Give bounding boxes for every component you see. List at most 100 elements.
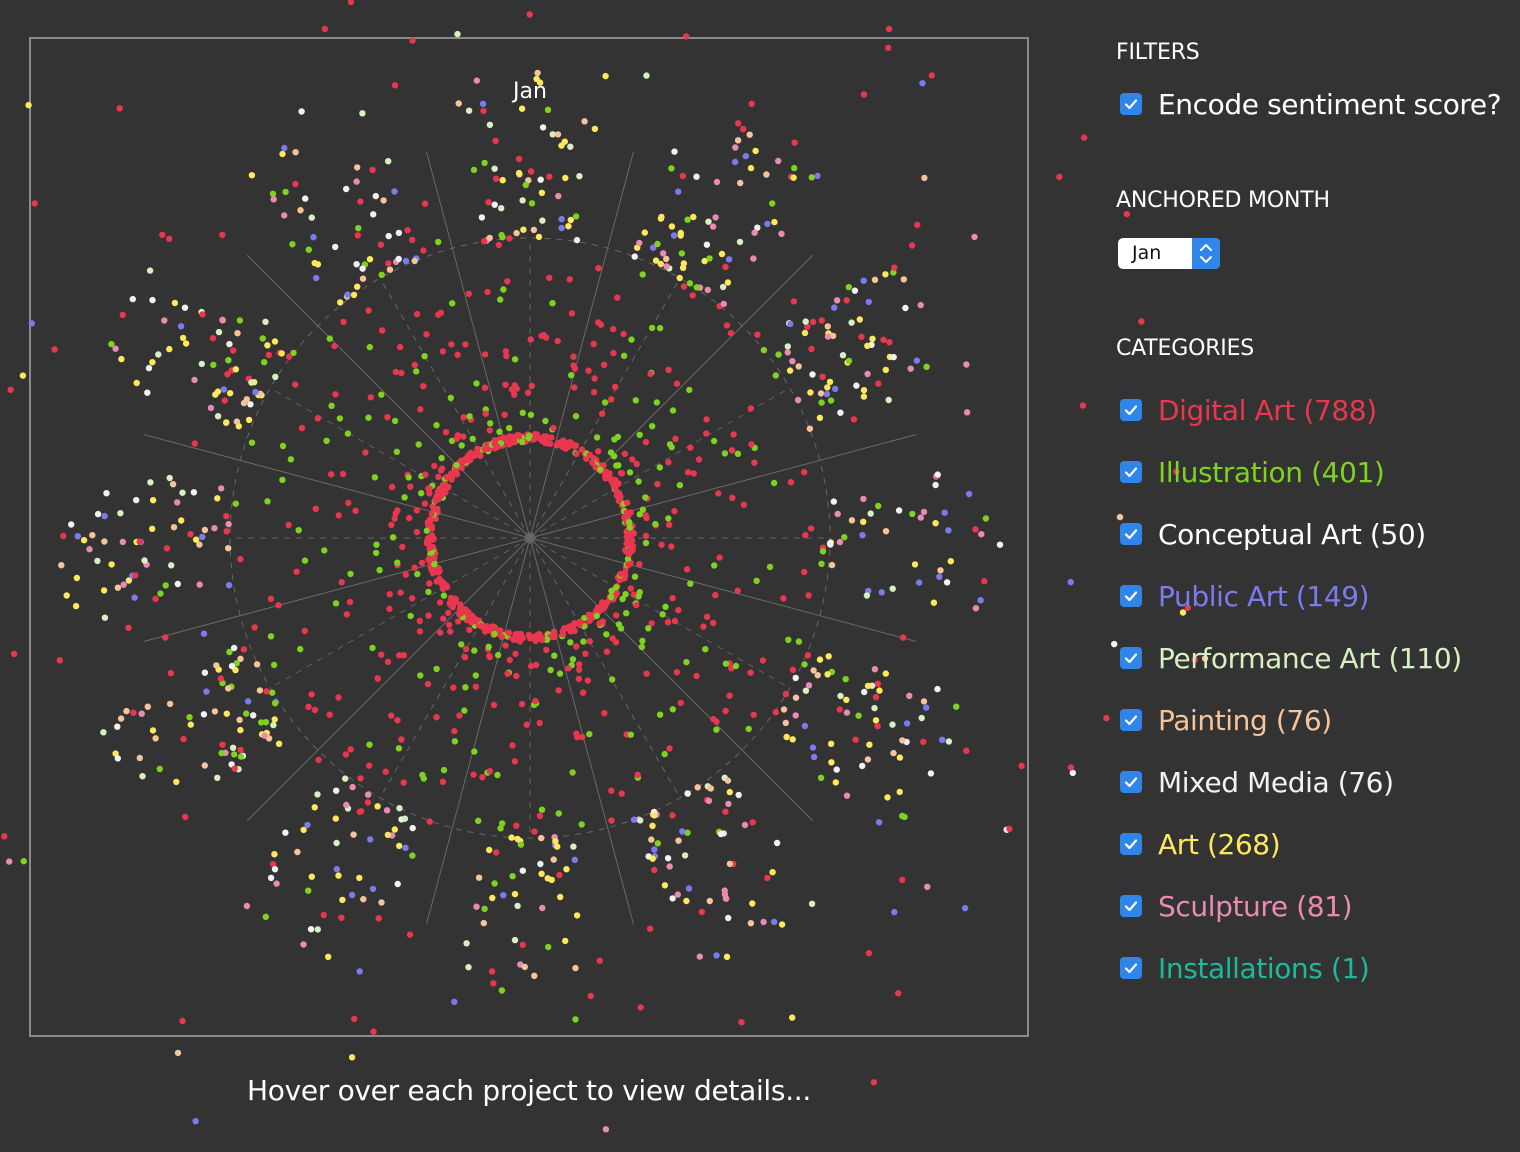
project-dot[interactable] xyxy=(365,414,372,421)
project-dot[interactable] xyxy=(679,172,687,180)
project-dot[interactable] xyxy=(610,349,617,357)
project-dot[interactable] xyxy=(996,541,1004,548)
project-dot[interactable] xyxy=(601,399,609,406)
project-dot[interactable] xyxy=(300,826,307,834)
project-dot[interactable] xyxy=(340,318,347,326)
project-dot[interactable] xyxy=(437,309,445,316)
project-dot[interactable] xyxy=(119,538,127,546)
project-dot[interactable] xyxy=(1184,604,1192,611)
project-dot[interactable] xyxy=(687,580,694,587)
project-dot[interactable] xyxy=(357,775,364,782)
project-dot[interactable] xyxy=(100,587,108,594)
project-dot[interactable] xyxy=(823,390,831,398)
project-dot[interactable] xyxy=(182,340,190,347)
project-dot[interactable] xyxy=(780,706,788,713)
project-dot[interactable] xyxy=(860,393,868,400)
project-dot[interactable] xyxy=(406,931,414,938)
project-dot[interactable] xyxy=(468,618,475,626)
project-dot[interactable] xyxy=(590,340,597,348)
project-dot[interactable] xyxy=(307,926,315,933)
project-dot[interactable] xyxy=(565,665,572,672)
project-dot[interactable] xyxy=(602,1126,610,1133)
project-dot[interactable] xyxy=(505,441,513,448)
project-dot[interactable] xyxy=(488,968,496,975)
project-dot[interactable] xyxy=(917,514,924,521)
project-dot[interactable] xyxy=(511,758,519,765)
project-dot[interactable] xyxy=(63,592,70,599)
project-dot[interactable] xyxy=(219,741,226,748)
project-dot[interactable] xyxy=(501,411,508,418)
project-dot[interactable] xyxy=(518,105,526,112)
project-dot[interactable] xyxy=(627,585,634,592)
project-dot[interactable] xyxy=(295,527,302,534)
project-dot[interactable] xyxy=(116,105,123,112)
project-dot[interactable] xyxy=(471,748,478,755)
project-dot[interactable] xyxy=(223,513,230,520)
project-dot[interactable] xyxy=(179,489,186,496)
project-dot[interactable] xyxy=(428,510,435,518)
project-dot[interactable] xyxy=(633,601,640,609)
project-dot[interactable] xyxy=(669,706,676,713)
project-dot[interactable] xyxy=(662,603,669,610)
project-dot[interactable] xyxy=(355,225,362,232)
project-dot[interactable] xyxy=(514,431,521,439)
project-dot[interactable] xyxy=(544,875,551,882)
project-dot[interactable] xyxy=(722,808,729,815)
project-dot[interactable] xyxy=(298,424,306,432)
project-dot[interactable] xyxy=(285,353,293,360)
project-dot[interactable] xyxy=(981,578,988,585)
project-dot[interactable] xyxy=(945,527,952,534)
project-dot[interactable] xyxy=(551,652,558,659)
project-dot[interactable] xyxy=(664,855,672,862)
project-dot[interactable] xyxy=(281,212,288,219)
project-dot[interactable] xyxy=(178,517,185,524)
project-dot[interactable] xyxy=(314,926,321,933)
project-dot[interactable] xyxy=(651,812,658,819)
project-dot[interactable] xyxy=(837,409,844,416)
project-dot[interactable] xyxy=(56,657,63,664)
project-dot[interactable] xyxy=(527,662,535,670)
project-dot[interactable] xyxy=(228,662,236,670)
project-dot[interactable] xyxy=(701,257,708,265)
project-dot[interactable] xyxy=(396,805,403,812)
project-dot[interactable] xyxy=(225,520,232,528)
project-dot[interactable] xyxy=(786,367,794,374)
project-dot[interactable] xyxy=(694,784,701,791)
project-dot[interactable] xyxy=(658,213,665,221)
project-dot[interactable] xyxy=(730,431,737,438)
project-dot[interactable] xyxy=(166,474,173,482)
project-dot[interactable] xyxy=(94,510,102,518)
project-dot[interactable] xyxy=(738,1019,745,1026)
project-dot[interactable] xyxy=(634,771,641,778)
project-dot[interactable] xyxy=(576,173,583,180)
project-dot[interactable] xyxy=(125,577,133,584)
project-dot[interactable] xyxy=(511,391,518,398)
project-dot[interactable] xyxy=(841,534,848,541)
project-dot[interactable] xyxy=(396,652,403,659)
project-dot[interactable] xyxy=(523,721,530,728)
project-dot[interactable] xyxy=(232,500,239,507)
project-dot[interactable] xyxy=(486,427,493,434)
project-dot[interactable] xyxy=(201,526,209,534)
checkbox-checked-icon[interactable] xyxy=(1120,709,1142,731)
project-dot[interactable] xyxy=(473,903,480,910)
project-dot[interactable] xyxy=(503,352,510,360)
project-dot[interactable] xyxy=(570,353,577,360)
project-dot[interactable] xyxy=(603,631,610,638)
project-dot[interactable] xyxy=(833,297,841,304)
project-dot[interactable] xyxy=(470,771,477,778)
project-dot[interactable] xyxy=(418,490,425,497)
project-dot[interactable] xyxy=(391,417,399,425)
project-dot[interactable] xyxy=(275,740,283,747)
project-dot[interactable] xyxy=(218,749,225,757)
project-dot[interactable] xyxy=(607,593,615,601)
project-dot[interactable] xyxy=(581,614,588,622)
project-dot[interactable] xyxy=(963,747,970,754)
project-dot[interactable] xyxy=(494,651,502,659)
project-dot[interactable] xyxy=(723,322,731,329)
project-dot[interactable] xyxy=(511,936,519,944)
project-dot[interactable] xyxy=(328,471,335,478)
project-dot[interactable] xyxy=(1056,173,1063,181)
project-dot[interactable] xyxy=(546,274,553,282)
project-dot[interactable] xyxy=(657,260,664,268)
